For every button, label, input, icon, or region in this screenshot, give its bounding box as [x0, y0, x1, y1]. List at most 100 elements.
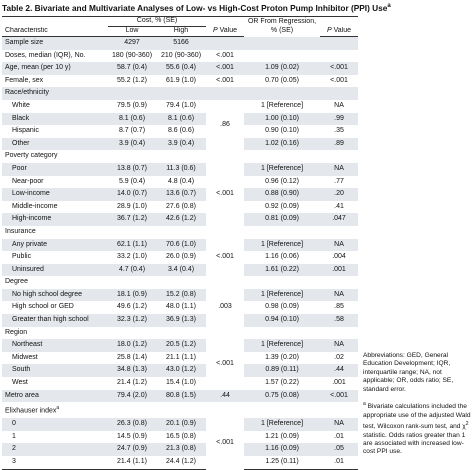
table-cell: .047	[320, 213, 359, 226]
group-text: Region	[5, 328, 28, 336]
table-cell	[244, 276, 320, 289]
table-cell: 5166	[156, 36, 207, 50]
header-cell: OR From Regression, % (SE)	[244, 16, 321, 37]
table-cell: 48.0 (1.1)	[166, 303, 196, 311]
table-cell: 0.88 (0.90)	[244, 188, 321, 201]
table-cell: 1.02 (0.16)	[244, 137, 321, 151]
table-cell: 8.7 (0.7)	[118, 127, 146, 135]
table-cell: <.001	[330, 76, 348, 84]
table-cell: 0.70 (0.05)	[265, 76, 299, 84]
table-cell: 0.75 (0.08)	[244, 389, 321, 403]
table-row: Poverty category	[2, 150, 358, 163]
table-cell: Public	[12, 253, 32, 261]
table-cell	[156, 150, 206, 163]
table-cell: 32.3 (1.2)	[108, 314, 156, 327]
table-body: Sample size 4297 5166 Doses, median (IQR), …	[2, 36, 359, 470]
table-cell	[244, 226, 320, 239]
table-cell: 0.92 (0.09)	[265, 202, 299, 210]
table-row: High school or GED 49.6 (1.2) 48.0 (1.1) 0.…	[2, 301, 358, 314]
table-row: Middle-income 28.9 (1.0) 27.6 (0.8) 0.92 (0…	[2, 201, 358, 214]
table-cell: .58	[320, 314, 359, 327]
table-cell	[244, 327, 320, 340]
header-cell: Low	[108, 26, 156, 37]
table-cell: 1.61 (0.22)	[244, 263, 321, 277]
table-cell	[156, 226, 206, 239]
p-italic: P	[327, 27, 332, 34]
table-cell: 1.57 (0.22)	[265, 379, 299, 387]
table-cell	[206, 226, 244, 239]
table-cell: NA	[320, 339, 359, 352]
table-cell: 27.6 (0.8)	[166, 202, 196, 210]
group-p-value: <.001	[216, 190, 234, 198]
table-cell: 13.8 (0.7)	[108, 162, 156, 176]
superscript: 2	[465, 421, 469, 428]
table-cell: .89	[320, 137, 359, 151]
table-cell: 2	[2, 443, 108, 456]
footnote-text: statistic. Odds ratios greater than 1 ar…	[363, 431, 466, 456]
table-row: 0 26.3 (0.8) 20.1 (0.9) <.001 1 [Reference] N…	[2, 418, 359, 446]
table-cell: Doses, median (IQR), No.	[5, 51, 86, 59]
table-cell: 14.0 (0.7)	[108, 188, 156, 201]
table-cell: West	[12, 379, 28, 387]
table-row: Low-income 14.0 (0.7) 13.6 (0.7) 0.88 (0.90…	[2, 188, 359, 201]
table-row: 1 14.5 (0.9) 16.5 (0.8) 1.21 (0.09) .01	[2, 431, 358, 444]
table-cell: 3.4 (0.4)	[156, 263, 207, 277]
table-row: No high school degree 18.1 (0.9) 15.2 (0.8…	[2, 288, 359, 310]
table-cell: .20	[320, 188, 359, 201]
table-cell	[206, 402, 244, 418]
table-cell: NA	[320, 238, 359, 252]
table-cell: 11.3 (0.6)	[156, 162, 207, 176]
group-label: Insurance	[2, 226, 108, 239]
table-title: Table 2. Bivariate and Multivariate Anal…	[2, 3, 472, 13]
table-cell: 36.9 (1.3)	[156, 314, 207, 327]
table-cell: 1.09 (0.02)	[244, 62, 321, 75]
table-cell	[108, 327, 156, 340]
table-cell: <.001	[206, 62, 245, 75]
table-row: Elixhauser indexa	[2, 402, 358, 418]
table-cell: 70.6 (1.0)	[156, 238, 207, 252]
table-row: High-income 36.7 (1.2) 42.6 (1.2) 0.81 (0.0…	[2, 213, 359, 226]
table-row: 2 24.7 (0.9) 21.3 (0.8) 1.16 (0.09) .05	[2, 443, 359, 456]
table-cell: Black	[2, 112, 108, 126]
table-row: Poor 13.8 (0.7) 11.3 (0.6) <.001 1 [Referenc…	[2, 162, 359, 197]
table-cell: 8.1 (0.6)	[108, 112, 156, 126]
table-cell: 1.00 (0.10)	[244, 112, 321, 126]
notes: Abbreviations: GED, General Education De…	[363, 352, 471, 463]
group-label: Degree	[2, 276, 108, 289]
table-row: Public 33.2 (1.0) 26.0 (0.9) 1.16 (0.06) .00…	[2, 251, 358, 264]
table-cell: Uninsured	[2, 263, 108, 277]
table-row: Uninsured 4.7 (0.4) 3.4 (0.4) 1.61 (0.22) .0…	[2, 263, 359, 277]
group-p-value: .003	[218, 303, 232, 311]
abbreviations: Abbreviations: GED, General Education De…	[363, 352, 454, 393]
table-cell: 79.5 (0.9)	[117, 101, 147, 109]
table-row: Near-poor 5.9 (0.4) 4.8 (0.4) 0.96 (0.12) .7…	[2, 176, 358, 189]
table-row: Race/ethnicity	[2, 87, 359, 100]
table-cell: 210 (90-360)	[160, 51, 202, 59]
table-cell	[320, 150, 358, 163]
table-cell	[244, 36, 321, 50]
table-cell: 25.8 (1.4)	[117, 353, 147, 361]
group-text: Race/ethnicity	[5, 89, 49, 97]
table-cell: <.001	[320, 389, 359, 403]
group-text: Elixhauser index	[5, 407, 57, 415]
table-cell: .44	[206, 389, 245, 403]
data-table: Cost, % (SE) OR From Regression, % (SE) …	[2, 16, 359, 470]
table-row: Northeast 18.0 (1.2) 20.5 (1.2) <.001 1 [Ref…	[2, 339, 359, 367]
table-cell: Low-income	[2, 188, 108, 201]
table-cell: NA	[320, 418, 359, 431]
table-cell: 28.9 (1.0)	[117, 202, 147, 210]
table-cell: <.001	[216, 51, 234, 59]
table-cell: 0.89 (0.11)	[244, 364, 321, 378]
table-row: Female, sex 55.2 (1.2) 61.9 (1.0) <.001 0.70…	[2, 75, 358, 88]
table-cell: 61.9 (1.0)	[166, 76, 196, 84]
group-p-value: <.001	[216, 439, 234, 447]
table-row: Other 3.9 (0.4) 3.9 (0.4) 1.02 (0.16) .89	[2, 137, 359, 151]
table-cell: High-income	[2, 213, 108, 226]
table-cell: 180 (90-360)	[111, 51, 153, 59]
table-cell	[206, 327, 244, 340]
table-cell: 43.0 (1.2)	[156, 364, 207, 378]
table-cell: 18.0 (1.2)	[108, 339, 156, 352]
table-cell: 0	[2, 418, 108, 431]
table-cell	[320, 226, 358, 239]
table-cell: 0.94 (0.10)	[244, 314, 321, 327]
